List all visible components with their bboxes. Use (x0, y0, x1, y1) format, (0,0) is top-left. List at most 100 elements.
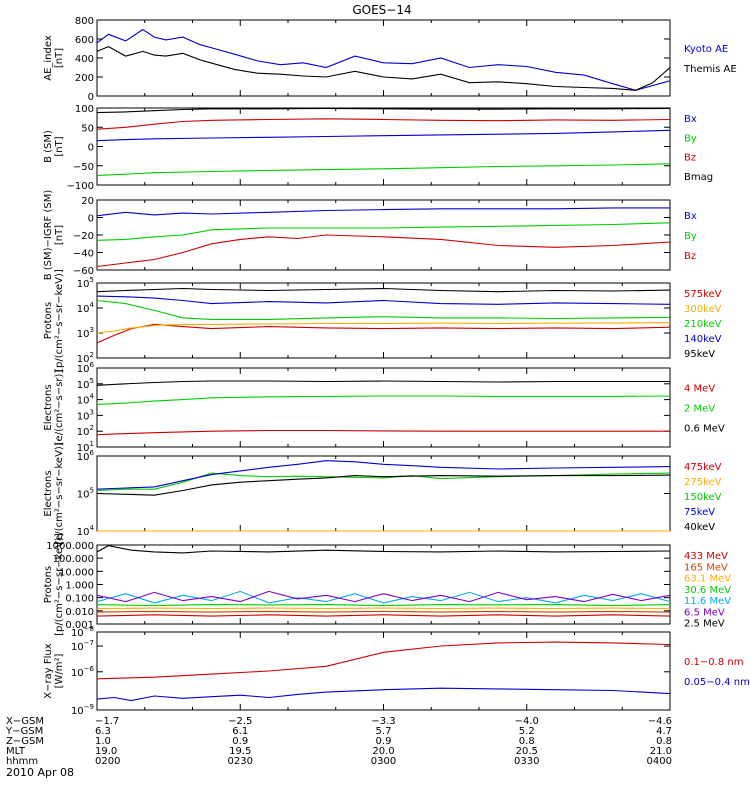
y-tick-label: 103 (77, 408, 94, 422)
y-tick-label: 10.000 (59, 567, 94, 578)
series-line-bx (96, 207, 670, 217)
y-tick-label: −50 (73, 162, 94, 173)
y-axis-label: AE_index (43, 35, 54, 81)
panel-b-sm: −100 −50 0 50 100 B (SM) [nT] Bx By Bz Bmag (43, 104, 713, 192)
y-axis-label: [e/(cm²−s−sr)] (54, 370, 65, 446)
y-axis-label: Protons (43, 566, 54, 603)
legend-95kev: 95keV (684, 349, 715, 360)
y-tick-label: 400 (75, 54, 94, 65)
y-tick-label: 100 (75, 104, 94, 115)
legend-kyoto-ae: Kyoto AE (684, 44, 728, 55)
y-tick-label: 10−6 (71, 665, 95, 679)
panel-b-igrf: −60 −40 −20 0 20 B (SM)−IGRF (SM) [nT] Bx By Bz (43, 190, 697, 281)
legend-11-6-mev: 11.6 MeV (684, 596, 731, 607)
legend-bmag: Bmag (684, 172, 713, 183)
legend-bz: Bz (684, 251, 696, 262)
plot-title: GOES−14 (352, 3, 411, 17)
x-axis-row-label: Y−GSM (5, 726, 43, 737)
x-axis-value: 0330 (514, 756, 539, 767)
legend-bx: Bx (684, 211, 697, 222)
legend-themis-ae: Themis AE (683, 64, 737, 75)
y-tick-label: −40 (73, 249, 94, 260)
panel-frame (96, 367, 671, 448)
y-tick-label: 104 (77, 524, 95, 538)
x-axis-row-label: Z−GSM (6, 736, 44, 747)
y-tick-label: 106 (77, 361, 95, 375)
x-axis-value: 0200 (95, 756, 120, 767)
x-axis-value: −1.7 (95, 716, 119, 727)
x-axis-value: 5.7 (376, 726, 392, 737)
x-axis-value: 20.5 (516, 746, 538, 757)
x-axis-value: 0230 (228, 756, 253, 767)
series-line-kyoto-ae (96, 28, 671, 91)
series-line-11-6-mev (96, 590, 671, 604)
series-line-bx (96, 129, 671, 142)
date-label: 2010 Apr 08 (6, 766, 74, 779)
x-axis-value: 0300 (371, 756, 396, 767)
y-tick-label: 105 (77, 377, 94, 391)
x-axis-value: 1.0 (95, 736, 111, 747)
x-axis-value: 0.9 (232, 736, 248, 747)
y-tick-label: 0.001 (65, 620, 94, 631)
series-line-0-05-0-4-nm (96, 687, 671, 702)
series-line-210kev (96, 299, 671, 320)
x-axis-value: −3.3 (371, 716, 395, 727)
legend-63-1-mev: 63.1 MeV (684, 574, 731, 585)
x-axis-row-label: X−GSM (6, 716, 44, 727)
y-axis-label: [nT] (54, 136, 65, 156)
panel-protons-mev: 0.001 0.010 0.100 1.000 10.000 100.000 1000.00… (43, 533, 731, 636)
legend-140kev: 140keV (684, 334, 722, 345)
y-axis-label: X−ray Flux (43, 643, 54, 698)
series-line-0-1-0-8-nm (96, 641, 671, 680)
y-tick-label: 200 (75, 73, 94, 84)
y-tick-label: 10−7 (71, 639, 94, 653)
panel-ae: 0 200 400 600 800 AE_index [nT] Kyoto AE Themis … (43, 16, 737, 103)
y-axis-label: B (SM) (43, 130, 54, 163)
series-line-75kev (96, 460, 671, 490)
series-line-by (96, 222, 671, 241)
legend-575kev: 575keV (684, 289, 722, 300)
x-axis-value: 19.0 (95, 746, 117, 757)
y-tick-label: 10−9 (71, 703, 94, 717)
series-line-0-6-mev (96, 380, 670, 386)
legend-150kev: 150keV (684, 492, 722, 503)
x-axis-value: 20.0 (372, 746, 394, 757)
x-axis-value: 6.3 (95, 726, 111, 737)
x-axis-value: −4.6 (648, 716, 672, 727)
legend-433-mev: 433 MeV (684, 551, 728, 562)
legend-by: By (684, 231, 697, 242)
y-tick-label: 0 (88, 214, 94, 225)
series-line-30-6-mev (96, 604, 671, 607)
y-tick-label: 105 (77, 276, 94, 290)
series-line-2-5-mev (96, 545, 671, 554)
y-tick-label: 103 (77, 326, 94, 340)
legend-bz: Bz (684, 153, 696, 164)
y-tick-label: 100.000 (53, 554, 94, 565)
y-tick-label: 10−8 (71, 625, 94, 639)
panel-frame (96, 19, 671, 97)
legend-0-6-mev: 0.6 MeV (684, 424, 725, 435)
y-tick-label: 106 (77, 449, 95, 463)
y-axis-label: Electrons (43, 470, 54, 516)
y-tick-label: 800 (75, 16, 94, 27)
y-tick-label: 0 (88, 143, 94, 154)
panel-frame (96, 282, 671, 359)
y-tick-label: 104 (77, 301, 95, 315)
series-line-themis-ae (96, 45, 671, 91)
y-tick-label: 1.000 (65, 581, 94, 592)
series-line-6-5-mev (96, 590, 671, 603)
x-axis-value: 0400 (647, 756, 672, 767)
legend-275kev: 275keV (684, 477, 722, 488)
legend-300kev: 300keV (684, 304, 722, 315)
legend-0-05-0-4-nm: 0.05−0.4 nm (684, 677, 750, 688)
x-axis-value: 4.7 (656, 726, 672, 737)
legend-40kev: 40keV (684, 522, 715, 533)
y-tick-label: 1000.000 (46, 541, 94, 552)
panel-electrons-kev: 104 105 106 Electrons [e/(cm²−s−sr−keV)] 475k… (43, 442, 722, 545)
legend-210kev: 210keV (684, 319, 722, 330)
legend-0-1-0-8-nm: 0.1−0.8 nm (684, 657, 743, 668)
series-line-40kev (96, 474, 671, 496)
